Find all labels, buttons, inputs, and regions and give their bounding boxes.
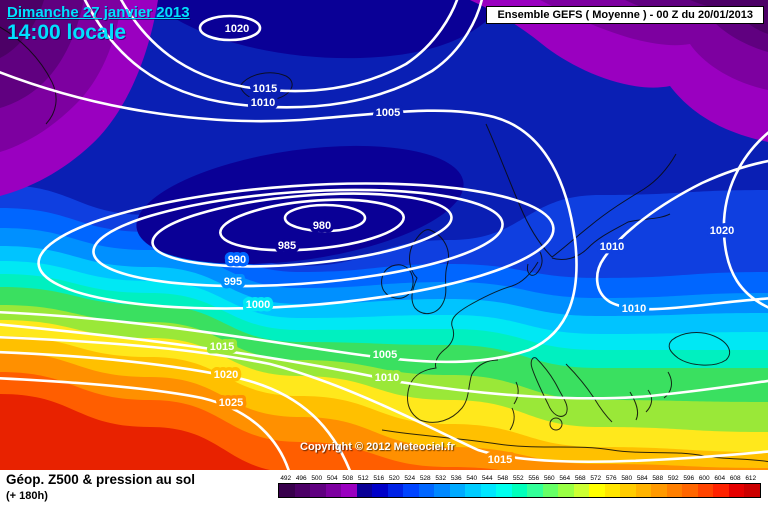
scale-swatch xyxy=(294,484,310,497)
scale-tick: 504 xyxy=(326,475,338,482)
isobar-label: 1025 xyxy=(219,397,243,409)
scale-swatch xyxy=(325,484,341,497)
scale-swatch xyxy=(620,484,636,497)
isobar-label: 990 xyxy=(228,254,246,266)
scale-tick: 604 xyxy=(714,475,726,482)
color-scale: 492 496 500 504 508 512 516 520 524 528 532 536 540 5… xyxy=(278,474,761,498)
scale-swatch xyxy=(465,484,481,497)
scale-swatch xyxy=(449,484,465,497)
footer-bar: Géop. Z500 & pression au sol (+ 180h) 49… xyxy=(0,470,768,512)
scale-swatch xyxy=(666,484,682,497)
scale-swatch xyxy=(279,484,295,497)
scale-swatch xyxy=(372,484,388,497)
isobar-label: 1015 xyxy=(253,83,277,95)
color-scale-swatches xyxy=(278,483,761,498)
scale-tick: 596 xyxy=(683,475,695,482)
date-text: Dimanche 27 janvier 2013 xyxy=(7,4,190,21)
isobar-label: 1010 xyxy=(600,241,624,253)
scale-swatch xyxy=(713,484,729,497)
scale-tick: 608 xyxy=(729,475,741,482)
scale-tick: 556 xyxy=(528,475,540,482)
scale-tick: 548 xyxy=(497,475,509,482)
scale-tick: 588 xyxy=(652,475,664,482)
scale-tick: 584 xyxy=(636,475,648,482)
isobar-label: 1015 xyxy=(210,341,234,353)
scale-tick: 600 xyxy=(698,475,710,482)
forecast-hour: (+ 180h) xyxy=(6,490,48,502)
scale-swatch xyxy=(434,484,450,497)
scale-swatch xyxy=(418,484,434,497)
model-run-box: Ensemble GEFS ( Moyenne ) - 00 Z du 20/0… xyxy=(486,6,764,24)
scale-swatch xyxy=(589,484,605,497)
scale-tick: 576 xyxy=(605,475,617,482)
copyright-text: Copyright © 2012 Meteociel.fr xyxy=(300,441,455,453)
scale-swatch xyxy=(651,484,667,497)
scale-swatch xyxy=(356,484,372,497)
scale-tick: 580 xyxy=(621,475,633,482)
scale-swatch xyxy=(511,484,527,497)
isobar-label: 1010 xyxy=(251,97,275,109)
isobar-contours xyxy=(0,0,768,470)
scale-tick: 516 xyxy=(373,475,385,482)
scale-swatch xyxy=(558,484,574,497)
scale-swatch xyxy=(527,484,543,497)
scale-tick: 520 xyxy=(388,475,400,482)
scale-tick: 540 xyxy=(466,475,478,482)
scale-tick: 524 xyxy=(404,475,416,482)
scale-swatch xyxy=(728,484,744,497)
scale-tick: 528 xyxy=(419,475,431,482)
isobar-label: 1005 xyxy=(373,349,397,361)
scale-swatch xyxy=(310,484,326,497)
isobar-label: 1010 xyxy=(375,372,399,384)
color-scale-values: 492 496 500 504 508 512 516 520 524 528 532 536 540 5… xyxy=(278,474,761,483)
scale-tick: 564 xyxy=(559,475,571,482)
scale-tick: 572 xyxy=(590,475,602,482)
isobar-label: 985 xyxy=(278,240,296,252)
time-text: 14:00 locale xyxy=(7,21,127,45)
scale-tick: 496 xyxy=(295,475,307,482)
isobar-label: 980 xyxy=(313,220,331,232)
scale-tick: 508 xyxy=(342,475,354,482)
scale-swatch xyxy=(480,484,496,497)
scale-swatch xyxy=(573,484,589,497)
scale-tick: 592 xyxy=(667,475,679,482)
isobar-labels: 1020 1015 1010 1005 980 985 990 995 1000 1015 1020… xyxy=(206,20,737,470)
scale-swatch xyxy=(682,484,698,497)
scale-swatch xyxy=(403,484,419,497)
scale-swatch xyxy=(635,484,651,497)
isobar-label: 1000 xyxy=(246,299,270,311)
scale-tick: 544 xyxy=(481,475,493,482)
scale-swatch xyxy=(496,484,512,497)
isobar-label: 1020 xyxy=(710,225,734,237)
scale-tick: 536 xyxy=(450,475,462,482)
scale-tick: 560 xyxy=(543,475,555,482)
scale-tick: 492 xyxy=(280,475,292,482)
isobar-label: 1020 xyxy=(225,23,249,35)
scale-tick: 612 xyxy=(745,475,757,482)
scale-tick: 532 xyxy=(435,475,447,482)
isobar-label: 1020 xyxy=(214,369,238,381)
scale-tick: 568 xyxy=(574,475,586,482)
scale-tick: 500 xyxy=(311,475,323,482)
date-block: Dimanche 27 janvier 2013 14:00 locale xyxy=(7,4,190,45)
scale-swatch xyxy=(697,484,713,497)
scale-swatch xyxy=(744,484,760,497)
scale-swatch xyxy=(387,484,403,497)
scale-tick: 552 xyxy=(512,475,524,482)
isobar-label: 1005 xyxy=(376,107,400,119)
scale-swatch xyxy=(542,484,558,497)
map-parameter-title: Géop. Z500 & pression au sol xyxy=(6,472,196,487)
map-area: 1020 1015 1010 1005 980 985 990 995 1000 1015 1020… xyxy=(0,0,768,470)
isobar-label: 1015 xyxy=(488,454,512,466)
scale-tick: 512 xyxy=(357,475,369,482)
isobar-label: 1010 xyxy=(622,303,646,315)
scale-swatch xyxy=(341,484,357,497)
scale-swatch xyxy=(604,484,620,497)
weather-map: 1020 1015 1010 1005 980 985 990 995 1000 1015 1020… xyxy=(0,0,768,470)
isobar-label: 995 xyxy=(224,276,242,288)
